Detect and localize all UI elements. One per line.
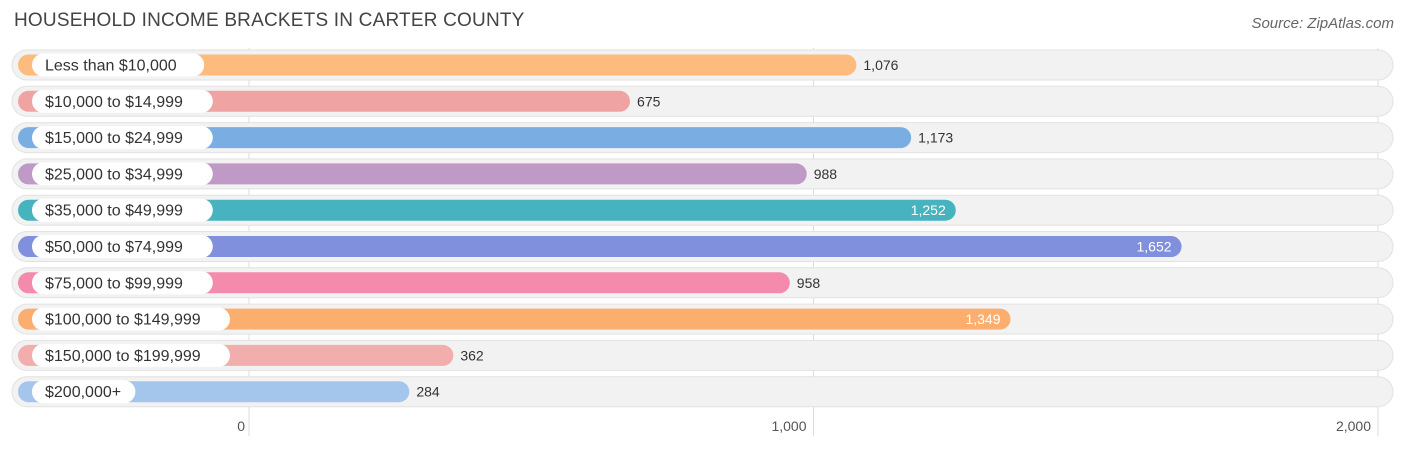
category-label-pill bbox=[32, 89, 213, 113]
bar bbox=[18, 163, 807, 185]
category-label-pill bbox=[32, 53, 205, 77]
bar bbox=[18, 308, 1011, 330]
category-label-pill bbox=[32, 307, 230, 331]
category-label-pill bbox=[32, 235, 213, 258]
bar bbox=[18, 199, 956, 221]
value-label: 988 bbox=[814, 166, 838, 182]
category-label: $100,000 to $149,999 bbox=[45, 312, 201, 329]
value-label: 1,652 bbox=[1137, 239, 1172, 255]
category-label-pill bbox=[32, 343, 230, 367]
bar bbox=[18, 127, 912, 149]
category-label: $75,000 to $99,999 bbox=[45, 275, 183, 292]
category-label: $25,000 to $34,999 bbox=[45, 166, 183, 183]
chart-source: Source: ZipAtlas.com bbox=[1251, 15, 1394, 32]
x-tick-label: 2,000 bbox=[1336, 418, 1371, 434]
category-label: $15,000 to $24,999 bbox=[45, 130, 183, 147]
category-label-pill bbox=[32, 162, 213, 186]
value-label: 675 bbox=[637, 93, 661, 109]
category-label-pill bbox=[32, 271, 213, 295]
x-tick-label: 1,000 bbox=[771, 418, 806, 434]
chart-title: HOUSEHOLD INCOME BRACKETS IN CARTER COUN… bbox=[14, 10, 525, 31]
category-label: $35,000 to $49,999 bbox=[45, 203, 183, 220]
category-label: $200,000+ bbox=[45, 384, 121, 401]
x-tick-label: 0 bbox=[237, 418, 245, 434]
value-label: 1,173 bbox=[918, 130, 953, 146]
category-label-pill bbox=[32, 198, 213, 222]
value-label: 958 bbox=[797, 275, 821, 291]
category-label: $150,000 to $199,999 bbox=[45, 348, 201, 365]
category-label: $10,000 to $14,999 bbox=[45, 94, 183, 111]
category-label: Less than $10,000 bbox=[45, 58, 177, 75]
value-label: 1,076 bbox=[863, 57, 898, 73]
value-label: 1,252 bbox=[911, 202, 946, 218]
bar bbox=[18, 236, 1182, 257]
value-label: 1,349 bbox=[965, 311, 1000, 327]
category-label-pill bbox=[32, 380, 136, 404]
value-label: 362 bbox=[460, 347, 484, 363]
value-label: 284 bbox=[416, 384, 440, 400]
category-label-pill bbox=[32, 126, 213, 150]
bar bbox=[18, 54, 857, 76]
category-label: $50,000 to $74,999 bbox=[45, 239, 183, 256]
